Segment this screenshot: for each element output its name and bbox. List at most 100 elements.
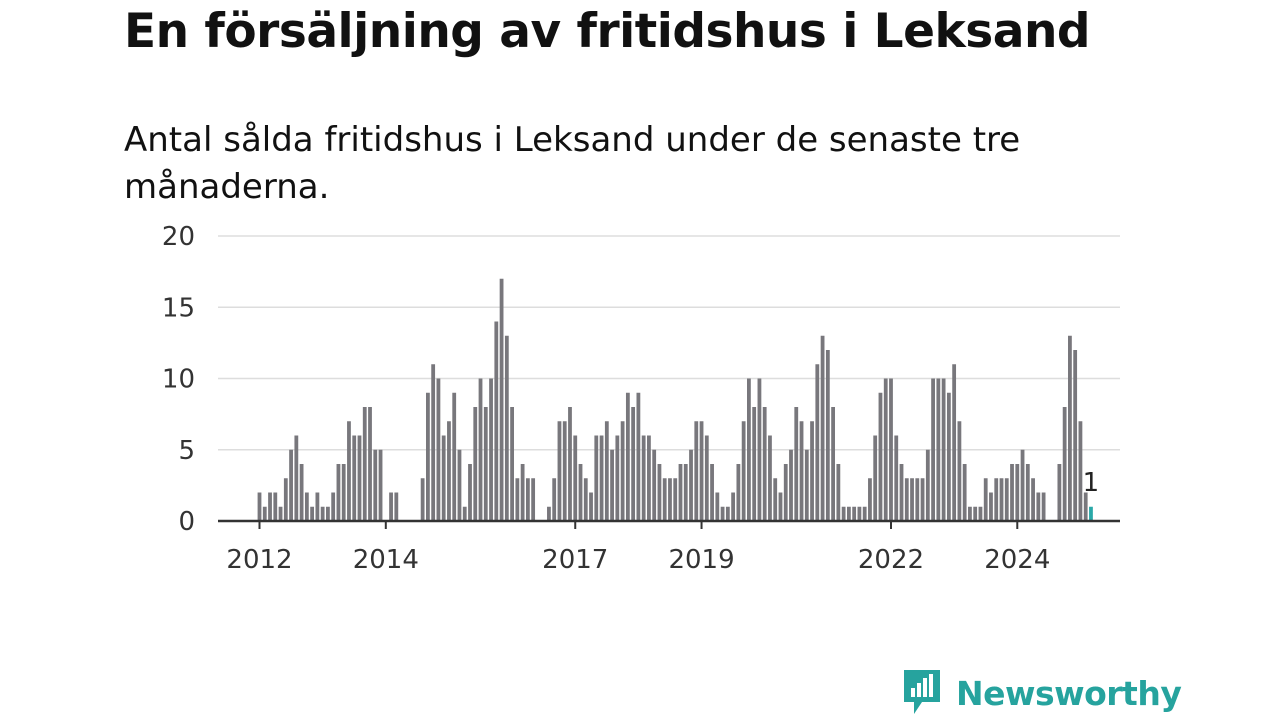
bar (957, 421, 962, 521)
bar (441, 435, 446, 521)
bar (568, 407, 572, 521)
bar (362, 407, 367, 521)
bar (547, 506, 551, 521)
bar (773, 478, 778, 521)
bar (647, 435, 651, 521)
labels: 0 5 10 15 20 2012 2014 2017 2019 2022 2024 1 (162, 222, 1099, 575)
bar (689, 449, 693, 521)
bar (268, 492, 272, 521)
bar (678, 464, 683, 521)
bar (557, 421, 562, 521)
bar (473, 407, 478, 521)
bar (604, 421, 609, 521)
bar (989, 492, 993, 521)
bar (457, 449, 462, 521)
bar (641, 435, 646, 521)
bar (915, 478, 920, 521)
x-tick-label: 2022 (858, 545, 924, 575)
bar (820, 335, 825, 521)
bar (899, 464, 904, 521)
bar (925, 449, 930, 521)
bar (525, 478, 530, 521)
bar (752, 407, 757, 521)
bar (683, 464, 688, 521)
bar (599, 435, 604, 521)
newsworthy-logo-icon (904, 670, 940, 714)
bar (968, 506, 972, 521)
bar (262, 506, 267, 521)
bar (389, 492, 393, 521)
bar (804, 449, 809, 521)
bar-chart: 0 5 10 15 20 2012 2014 2017 2019 2022 2024 1 (162, 222, 1120, 575)
y-tick-label: 0 (178, 507, 195, 537)
bar (304, 492, 309, 521)
data-label: 1 (1083, 468, 1100, 498)
bar (757, 378, 762, 521)
bar (846, 506, 851, 521)
x-tick-label: 2024 (984, 545, 1050, 575)
bar (668, 478, 672, 521)
bar (278, 506, 283, 521)
bars (257, 278, 1093, 521)
bar (1020, 449, 1025, 521)
bar (620, 421, 625, 521)
bar (1041, 492, 1046, 521)
bar (452, 392, 457, 521)
bar (320, 506, 325, 521)
bar (1057, 464, 1062, 521)
bar (520, 464, 525, 521)
bar (894, 435, 899, 521)
newsworthy-logo: Newsworthy (902, 668, 1182, 718)
bar (715, 492, 720, 521)
bar (810, 421, 814, 521)
bar (336, 464, 341, 521)
bar (299, 464, 304, 521)
bar (768, 435, 772, 521)
bar (352, 435, 357, 521)
bar (1078, 421, 1083, 521)
bar (941, 378, 946, 521)
bar (983, 478, 988, 521)
bar (878, 392, 883, 521)
bar (862, 506, 867, 521)
bar (931, 378, 935, 521)
bar (762, 407, 767, 521)
bar (873, 435, 878, 521)
bar (426, 392, 430, 521)
bar (347, 421, 351, 521)
bar (431, 364, 436, 521)
bar (447, 421, 451, 521)
bar (373, 449, 378, 521)
bar (310, 506, 315, 521)
bar (531, 478, 536, 521)
bar (910, 478, 914, 521)
bar (615, 435, 620, 521)
bar (1073, 350, 1078, 521)
y-tick-label: 5 (178, 436, 195, 466)
bar (1015, 464, 1020, 521)
bar (515, 478, 520, 521)
bar (831, 407, 835, 521)
bar (289, 449, 293, 521)
bar (747, 378, 751, 521)
bar (694, 421, 699, 521)
bar (273, 492, 278, 521)
bar (889, 378, 893, 521)
bar (489, 378, 493, 521)
x-tick-label: 2019 (668, 545, 734, 575)
bar (1031, 478, 1035, 521)
x-tick-label: 2012 (226, 545, 292, 575)
bar (741, 421, 746, 521)
bar (594, 435, 599, 521)
bar (783, 464, 788, 521)
bar (815, 364, 820, 521)
bar (589, 492, 593, 521)
bar (483, 407, 488, 521)
bar (973, 506, 978, 521)
bar (1025, 464, 1030, 521)
bar (478, 378, 483, 521)
bar (326, 506, 330, 521)
bar (704, 435, 709, 521)
bar (946, 392, 951, 521)
bar (583, 478, 588, 521)
